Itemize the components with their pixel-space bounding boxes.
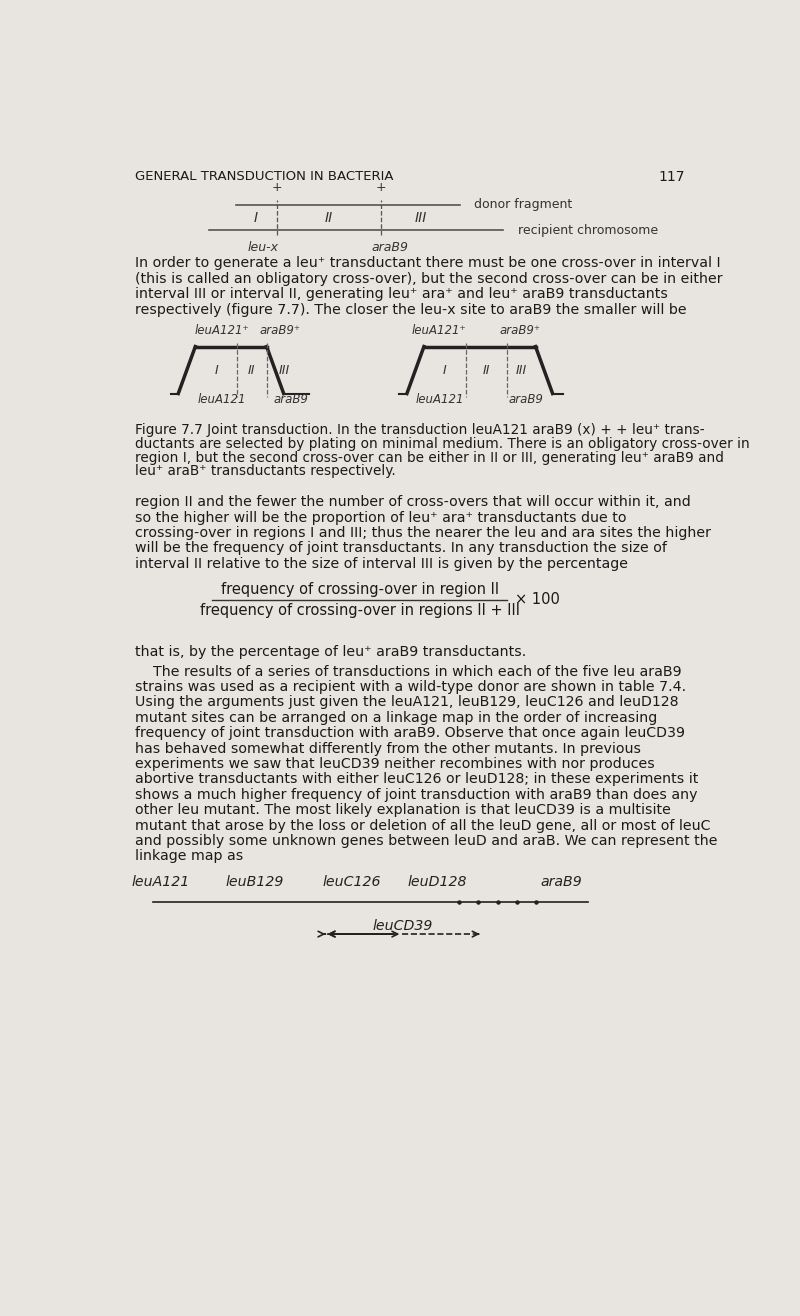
Text: mutant that arose by the loss or deletion of all the leuD gene, all or most of l: mutant that arose by the loss or deletio… [135,819,710,833]
Text: frequency of joint transduction with araB9. Observe that once again leuCD39: frequency of joint transduction with ara… [135,726,685,740]
Text: leuA121: leuA121 [131,875,190,890]
Text: I: I [214,363,218,376]
Text: araB9: araB9 [509,392,544,405]
Text: +: + [271,182,282,195]
Text: leuA121: leuA121 [198,392,246,405]
Text: experiments we saw that leuCD39 neither recombines with nor produces: experiments we saw that leuCD39 neither … [135,757,654,771]
Text: II: II [325,211,333,225]
Text: donor fragment: donor fragment [474,199,573,212]
Text: crossing-over in regions I and III; thus the nearer the leu and ara sites the hi: crossing-over in regions I and III; thus… [135,526,711,540]
Text: interval II relative to the size of interval III is given by the percentage: interval II relative to the size of inte… [135,557,628,571]
Text: araB9: araB9 [540,875,582,890]
Text: linkage map as: linkage map as [135,849,243,863]
Text: so the higher will be the proportion of leu⁺ ara⁺ transductants due to: so the higher will be the proportion of … [135,511,626,525]
Text: other leu mutant. The most likely explanation is that leuCD39 is a multisite: other leu mutant. The most likely explan… [135,803,670,817]
Text: frequency of crossing-over in region II: frequency of crossing-over in region II [221,582,498,597]
Text: araB9⁺: araB9⁺ [499,324,541,337]
Text: Using the arguments just given the leuA121, leuB129, leuC126 and leuD128: Using the arguments just given the leuA1… [135,695,678,709]
Text: 117: 117 [658,170,685,184]
Text: leuB129: leuB129 [226,875,284,890]
Text: +: + [375,182,386,195]
Text: In order to generate a leu⁺ transductant there must be one cross-over in interva: In order to generate a leu⁺ transductant… [135,257,721,271]
Text: araB9: araB9 [371,241,408,254]
Text: and possibly some unknown genes between leuD and araB. We can represent the: and possibly some unknown genes between … [135,834,718,848]
Text: GENERAL TRANSDUCTION IN BACTERIA: GENERAL TRANSDUCTION IN BACTERIA [135,170,394,183]
Text: respectively (figure 7.7). The closer the leu-x site to araB9 the smaller will b: respectively (figure 7.7). The closer th… [135,303,686,317]
Text: leuC126: leuC126 [322,875,381,890]
Text: mutant sites can be arranged on a linkage map in the order of increasing: mutant sites can be arranged on a linkag… [135,711,657,725]
Text: recipient chromosome: recipient chromosome [518,224,658,237]
Text: araB9⁺: araB9⁺ [260,324,301,337]
Text: ductants are selected by plating on minimal medium. There is an obligatory cross: ductants are selected by plating on mini… [135,437,750,450]
Text: leuD128: leuD128 [407,875,467,890]
Text: region I, but the second cross-over can be either in II or III, generating leu⁺ : region I, but the second cross-over can … [135,450,724,465]
Text: leuCD39: leuCD39 [372,919,433,933]
Text: abortive transductants with either leuC126 or leuD128; in these experiments it: abortive transductants with either leuC1… [135,772,698,787]
Text: Figure 7.7 Joint transduction. In the transduction leuA121 araB9 (x) + + leu⁺ tr: Figure 7.7 Joint transduction. In the tr… [135,422,705,437]
Text: leuA121⁺: leuA121⁺ [412,324,467,337]
Text: has behaved somewhat differently from the other mutants. In previous: has behaved somewhat differently from th… [135,742,641,755]
Text: I: I [254,211,258,225]
Text: III: III [278,363,290,376]
Text: will be the frequency of joint transductants. In any transduction the size of: will be the frequency of joint transduct… [135,541,666,555]
Text: region II and the fewer the number of cross-overs that will occur within it, and: region II and the fewer the number of cr… [135,495,690,509]
Text: leu-x: leu-x [247,241,278,254]
Text: The results of a series of transductions in which each of the five leu araB9: The results of a series of transductions… [135,665,682,679]
Text: leuA121⁺: leuA121⁺ [194,324,249,337]
Text: frequency of crossing-over in regions II + III: frequency of crossing-over in regions II… [200,603,520,619]
Text: shows a much higher frequency of joint transduction with araB9 than does any: shows a much higher frequency of joint t… [135,788,698,801]
Text: × 100: × 100 [514,592,559,608]
Text: leuA121: leuA121 [415,392,464,405]
Text: interval III or interval II, generating leu⁺ ara⁺ and leu⁺ araB9 transductants: interval III or interval II, generating … [135,287,668,301]
Text: I: I [443,363,446,376]
Text: III: III [515,363,527,376]
Text: araB9: araB9 [274,392,309,405]
Text: that is, by the percentage of leu⁺ araB9 transductants.: that is, by the percentage of leu⁺ araB9… [135,645,526,658]
Text: strains was used as a recipient with a wild-type donor are shown in table 7.4.: strains was used as a recipient with a w… [135,680,686,694]
Text: II: II [482,363,490,376]
Text: III: III [414,211,426,225]
Text: (this is called an obligatory cross-over), but the second cross-over can be in e: (this is called an obligatory cross-over… [135,272,722,286]
Text: leu⁺ araB⁺ transductants respectively.: leu⁺ araB⁺ transductants respectively. [135,465,396,479]
Text: II: II [248,363,256,376]
